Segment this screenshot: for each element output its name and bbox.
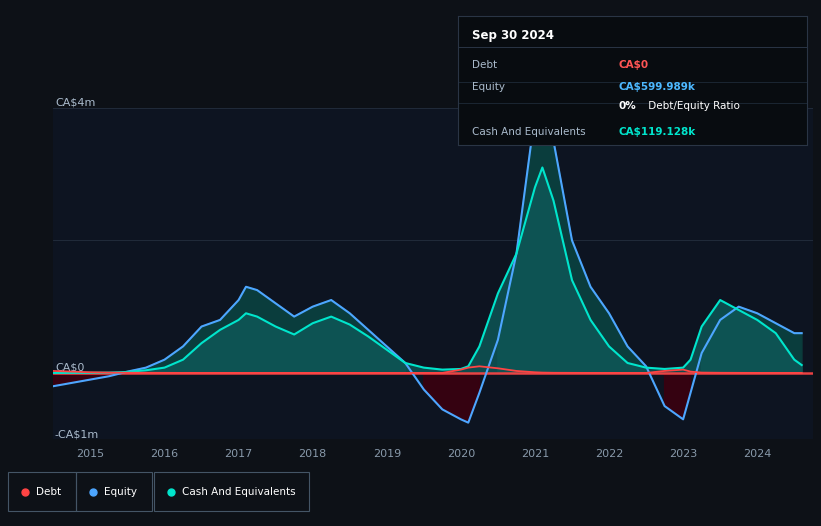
Text: Equity: Equity — [472, 82, 505, 92]
Text: 0%: 0% — [619, 101, 636, 111]
Text: Sep 30 2024: Sep 30 2024 — [472, 29, 554, 42]
Text: CA$4m: CA$4m — [55, 98, 95, 108]
Text: CA$599.989k: CA$599.989k — [619, 82, 695, 92]
Text: Equity: Equity — [104, 487, 137, 497]
Text: Debt/Equity Ratio: Debt/Equity Ratio — [644, 101, 740, 111]
Text: Debt: Debt — [36, 487, 61, 497]
Text: -CA$1m: -CA$1m — [55, 429, 99, 439]
Text: CA$119.128k: CA$119.128k — [619, 127, 696, 137]
Text: Debt: Debt — [472, 60, 498, 70]
Text: Cash And Equivalents: Cash And Equivalents — [472, 127, 585, 137]
Text: CA$0: CA$0 — [55, 363, 85, 373]
Text: CA$0: CA$0 — [619, 60, 649, 70]
Text: Cash And Equivalents: Cash And Equivalents — [182, 487, 296, 497]
